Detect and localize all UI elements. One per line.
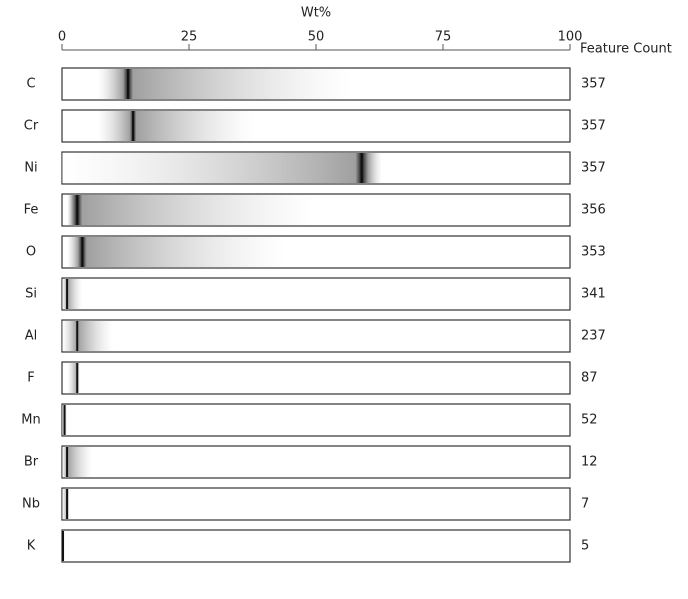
row-label: Fe [24,203,39,218]
row-frame [61,487,571,521]
row-frame [61,361,571,395]
feature-count: 357 [581,119,606,134]
x-tick-label: 50 [308,30,325,45]
density-strip [62,279,83,309]
feature-count: 7 [581,497,589,512]
density-strip [62,321,113,351]
density-strip [97,69,352,99]
row-label: Nb [22,497,40,512]
row-label: K [27,539,36,554]
feature-count: 353 [581,245,606,260]
feature-count: 87 [581,371,598,386]
density-strip [97,111,256,141]
feature-count: 357 [581,77,606,92]
row-frame [61,529,571,563]
feature-count: 12 [581,455,598,470]
density-strip [67,237,286,267]
axis-title: Wt% [301,6,331,21]
row-label: O [26,245,36,260]
x-tick-label: 25 [181,30,198,45]
density-strip [67,195,316,225]
density-strip [62,489,70,519]
feature-count: 356 [581,203,606,218]
row-frame [61,277,571,311]
row-frame [61,319,571,353]
feature-count: 341 [581,287,606,302]
feature-count: 52 [581,413,598,428]
x-tick-label: 0 [58,30,66,45]
row-label: Br [24,455,39,470]
row-frame [61,403,571,437]
row-label: Cr [24,119,39,134]
count-header: Feature Count [580,42,672,57]
row-label: Ni [24,161,37,176]
feature-count: 357 [581,161,606,176]
row-label: C [26,77,35,92]
feature-count: 237 [581,329,606,344]
x-tick-label: 75 [435,30,452,45]
row-label: Si [25,287,37,302]
row-frame [61,445,571,479]
feature-count: 5 [581,539,589,554]
row-label: Mn [21,413,40,428]
row-label: Al [25,329,38,344]
x-tick-label: 100 [558,30,583,45]
density-strip [62,153,383,183]
row-label: F [27,371,34,386]
